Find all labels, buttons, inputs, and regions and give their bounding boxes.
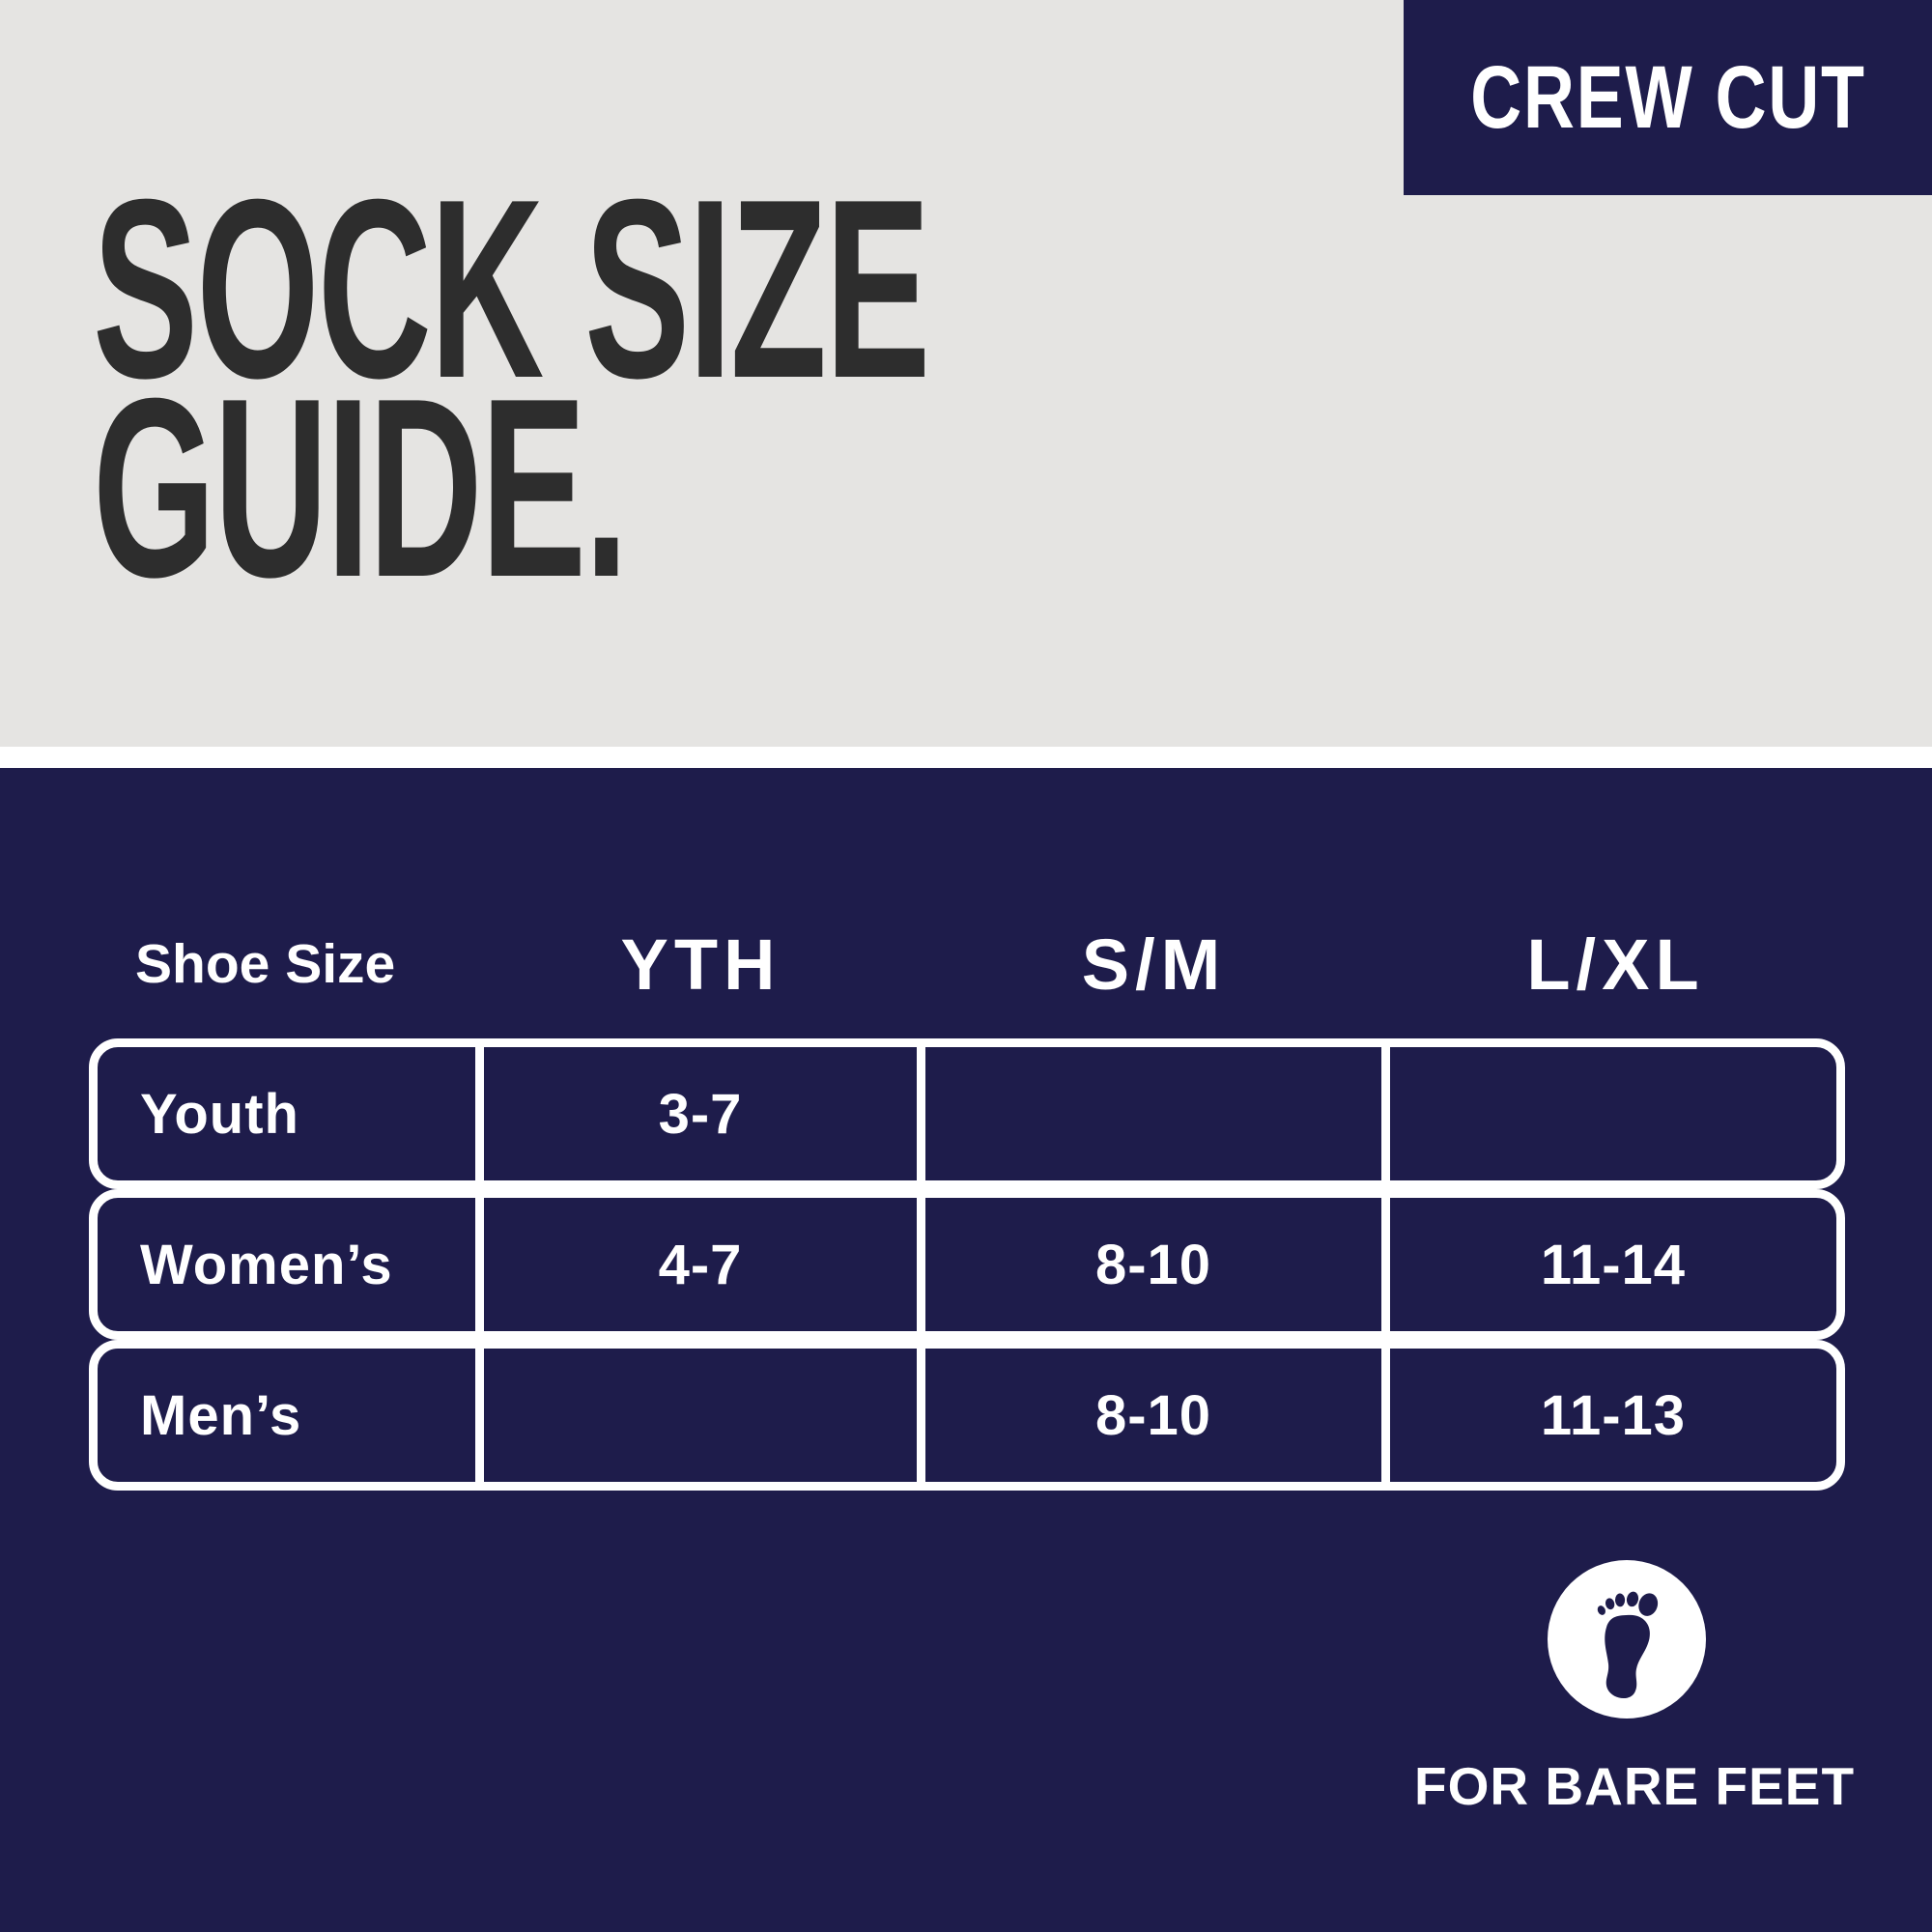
cut-style-badge: CREW CUT	[1404, 0, 1932, 195]
brand-name: FOR BARE FEET	[1414, 1756, 1856, 1816]
brand-logo	[1548, 1560, 1706, 1719]
size-chart-section: Shoe Size YTH S/M L/XL Youth 3-7 Women’s…	[0, 768, 1932, 1932]
row-label-youth: Youth	[140, 1082, 299, 1146]
table-row-womens: Women’s 4-7 8-10 11-14	[89, 1189, 1845, 1340]
cell-womens-sm: 8-10	[917, 1198, 1381, 1331]
footprint-icon	[1597, 1591, 1659, 1698]
cell-womens-lxl: 11-14	[1381, 1198, 1836, 1331]
cell-mens-sm: 8-10	[917, 1349, 1381, 1482]
table-row-mens: Men’s 8-10 11-13	[89, 1340, 1845, 1491]
column-header-yth: YTH	[620, 923, 781, 1005]
cut-style-badge-label: CREW CUT	[1469, 47, 1866, 147]
column-header-sm: S/M	[1081, 923, 1227, 1005]
size-table-header-row: Shoe Size YTH S/M L/XL	[89, 911, 1845, 1017]
cell-youth-lxl	[1381, 1047, 1836, 1180]
cell-youth-yth: 3-7	[475, 1047, 917, 1180]
header-section: SOCK SIZE GUIDE. CREW CUT	[0, 0, 1932, 747]
column-header-lxl: L/XL	[1526, 923, 1705, 1005]
size-table: Youth 3-7 Women’s 4-7 8-10 11-14 Men’s 8…	[89, 1038, 1845, 1491]
cell-womens-yth: 4-7	[475, 1198, 917, 1331]
column-header-shoe-size: Shoe Size	[135, 933, 396, 995]
page-title-line1: SOCK SIZE	[93, 146, 930, 431]
row-label-mens: Men’s	[140, 1383, 302, 1447]
cell-mens-yth	[475, 1349, 917, 1482]
page-title-line2: GUIDE.	[93, 345, 629, 630]
row-label-womens: Women’s	[140, 1233, 393, 1296]
page-title: SOCK SIZE GUIDE.	[93, 146, 1441, 630]
cell-youth-sm	[917, 1047, 1381, 1180]
cell-mens-lxl: 11-13	[1381, 1349, 1836, 1482]
table-row-youth: Youth 3-7	[89, 1038, 1845, 1189]
section-divider	[0, 747, 1932, 768]
